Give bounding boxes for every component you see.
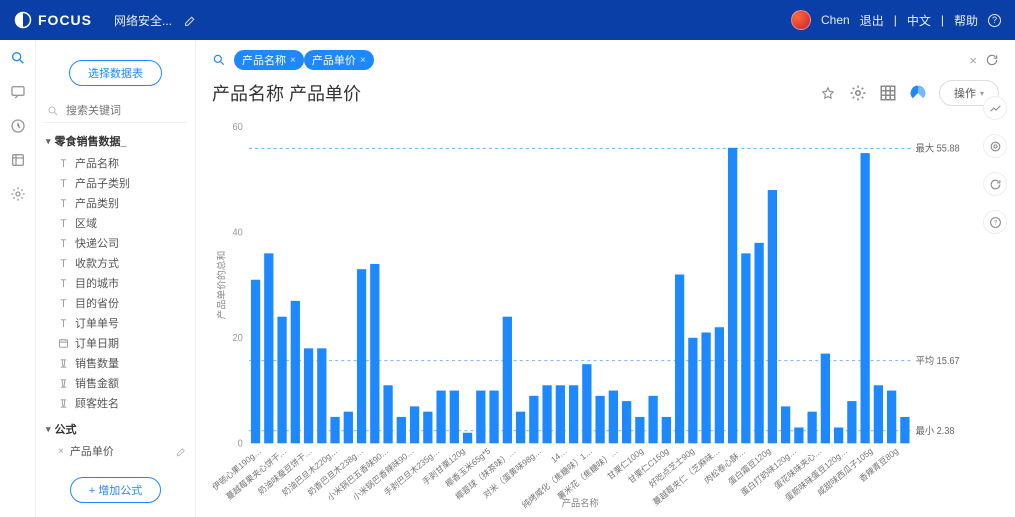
svg-text:产品单价的总和: 产品单价的总和: [216, 251, 228, 320]
field-item[interactable]: 产品子类别: [44, 173, 187, 193]
rail-settings-icon[interactable]: [10, 186, 26, 202]
main-area: 产品名称 ×产品单价 × × 产品名称 产品单价 操作 0204060产品单价的…: [196, 40, 1015, 517]
pill-remove-icon[interactable]: ×: [290, 55, 296, 66]
rail-time-icon[interactable]: [10, 118, 26, 134]
field-item[interactable]: 顾客姓名: [44, 393, 187, 413]
refresh-icon[interactable]: [985, 53, 999, 67]
field-item[interactable]: 产品名称: [44, 153, 187, 173]
field-type-icon: [58, 278, 69, 289]
pill-remove-icon[interactable]: ×: [360, 55, 366, 66]
svg-text:最小 2.38: 最小 2.38: [916, 426, 955, 437]
reload-tool-icon[interactable]: [983, 172, 1007, 196]
svg-text:20: 20: [233, 333, 243, 344]
field-item[interactable]: 销售金额: [44, 373, 187, 393]
query-bar: 产品名称 ×产品单价 × ×: [196, 40, 1015, 76]
user-name[interactable]: Chen: [821, 13, 850, 27]
field-item[interactable]: 订单单号: [44, 313, 187, 333]
target-tool-icon[interactable]: [983, 134, 1007, 158]
field-type-icon: [58, 378, 69, 389]
svg-text:平均 15.67: 平均 15.67: [916, 355, 960, 367]
table-icon[interactable]: [879, 84, 897, 102]
chart-tools: ?: [983, 96, 1007, 234]
field-item[interactable]: 目的省份: [44, 293, 187, 313]
logo-icon: [14, 11, 32, 29]
field-item[interactable]: 收款方式: [44, 253, 187, 273]
field-item[interactable]: 产品类别: [44, 193, 187, 213]
clear-query-icon[interactable]: ×: [969, 53, 977, 68]
user-avatar[interactable]: [791, 10, 811, 30]
field-type-icon: [58, 198, 69, 209]
keyword-search-input[interactable]: [44, 100, 187, 123]
logout-link[interactable]: 退出: [860, 12, 884, 29]
svg-text:?: ?: [993, 219, 997, 226]
query-pill[interactable]: 产品单价 ×: [304, 50, 374, 70]
formula-header[interactable]: 公式: [46, 421, 187, 437]
rail-chat-icon[interactable]: [10, 84, 26, 100]
help-icon[interactable]: ?: [988, 14, 1001, 27]
app-name: FOCUS: [38, 12, 92, 28]
formula-item[interactable]: × 产品单价: [44, 441, 187, 461]
side-panel: 选择数据表 零食销售数据_ 产品名称产品子类别产品类别区域快递公司收款方式目的城…: [36, 40, 196, 517]
field-item[interactable]: 目的城市: [44, 273, 187, 293]
help-link[interactable]: 帮助: [954, 12, 978, 29]
field-type-icon: [58, 258, 69, 269]
field-item[interactable]: 销售数量: [44, 353, 187, 373]
title-row: 产品名称 产品单价 操作: [196, 76, 1015, 114]
svg-text:0: 0: [238, 438, 243, 449]
field-type-icon: [58, 298, 69, 309]
formula-label: 产品单价: [70, 443, 114, 459]
top-header: FOCUS 网络安全... Chen 退出 | 中文 | 帮助 ?: [0, 0, 1015, 40]
field-item[interactable]: 订单日期: [44, 333, 187, 353]
rail-data-icon[interactable]: [10, 152, 26, 168]
field-list: 产品名称产品子类别产品类别区域快递公司收款方式目的城市目的省份订单单号订单日期销…: [44, 153, 187, 413]
chart-type-icon[interactable]: [909, 84, 927, 102]
help-tool-icon[interactable]: ?: [983, 210, 1007, 234]
edit-project-icon[interactable]: [184, 14, 197, 27]
field-item[interactable]: 快递公司: [44, 233, 187, 253]
field-type-icon: [58, 178, 69, 189]
add-formula-button[interactable]: 增加公式: [70, 477, 161, 503]
trend-tool-icon[interactable]: [983, 96, 1007, 120]
field-type-icon: [58, 338, 69, 349]
project-name[interactable]: 网络安全...: [114, 12, 172, 29]
header-right: Chen 退出 | 中文 | 帮助 ?: [791, 10, 1001, 30]
lang-switch[interactable]: 中文: [907, 12, 931, 29]
field-type-icon: [58, 218, 69, 229]
remove-formula-icon[interactable]: ×: [58, 446, 64, 457]
field-item[interactable]: 区域: [44, 213, 187, 233]
svg-text:14…: 14…: [549, 446, 569, 465]
bar-chart[interactable]: 0204060产品单价的总和最大 55.88平均 15.67最小 2.38伊顿心…: [212, 118, 971, 511]
query-search-icon[interactable]: [212, 53, 226, 67]
query-pill[interactable]: 产品名称 ×: [234, 50, 304, 70]
field-type-icon: [58, 158, 69, 169]
rail-search-icon[interactable]: [10, 50, 26, 66]
svg-text:最大 55.88: 最大 55.88: [916, 142, 960, 154]
field-type-icon: [58, 318, 69, 329]
svg-text:产品名称: 产品名称: [562, 497, 599, 509]
chart-zone: 0204060产品单价的总和最大 55.88平均 15.67最小 2.38伊顿心…: [196, 114, 1015, 517]
svg-text:60: 60: [233, 122, 243, 133]
field-type-icon: [58, 398, 69, 409]
field-type-icon: [58, 358, 69, 369]
field-type-icon: [58, 238, 69, 249]
svg-text:40: 40: [233, 227, 243, 238]
select-datasource-button[interactable]: 选择数据表: [69, 60, 162, 86]
gear-icon[interactable]: [849, 84, 867, 102]
left-rail: [0, 40, 36, 517]
pin-icon[interactable]: [819, 84, 837, 102]
edit-formula-icon[interactable]: [176, 446, 187, 457]
app-logo: FOCUS: [14, 11, 92, 29]
dataset-header[interactable]: 零食销售数据_: [46, 133, 187, 149]
page-title: 产品名称 产品单价: [212, 80, 361, 106]
query-pills: 产品名称 ×产品单价 ×: [234, 50, 374, 70]
